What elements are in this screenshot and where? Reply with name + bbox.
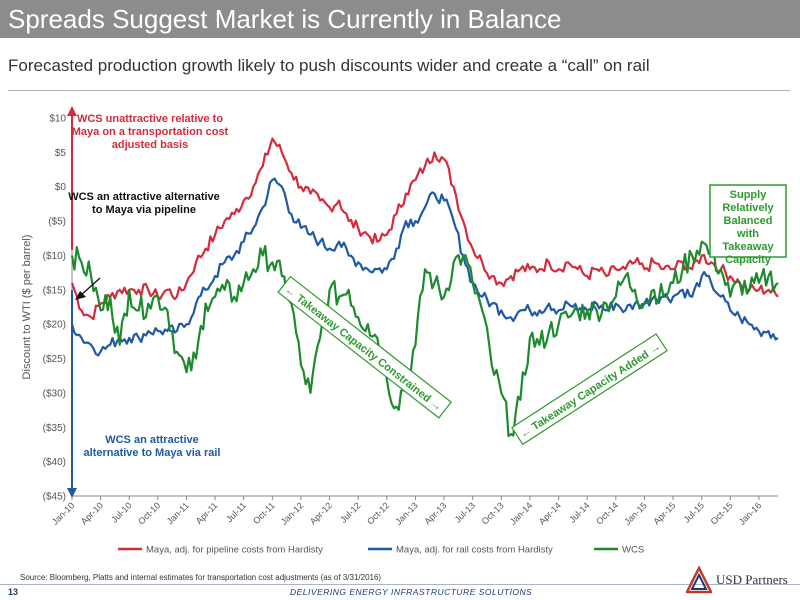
x-tick-label: Jul-13 [453,500,477,524]
black-arrow [79,277,101,297]
red-annotation: WCS unattractive relative to Maya on a tr… [72,113,229,151]
x-tick-label: Jan-10 [50,500,77,527]
y-tick-label: ($5) [48,217,66,228]
x-tick-label: Apr-11 [194,500,220,526]
x-tick-label: Oct-14 [594,500,620,526]
x-tick-label: Apr-10 [79,500,105,526]
y-tick-label: ($30) [43,388,66,399]
y-tick-label: $10 [49,114,66,125]
x-tick-label: Jan-15 [622,500,649,527]
y-axis-label: Discount to WTI ($ per barrel) [21,235,33,380]
added-label-group: ← Takeaway Capacity Added → [511,333,668,446]
x-tick-label: Jul-12 [338,500,362,524]
y-tick-label: ($35) [43,423,66,434]
x-tick-label: Oct-13 [480,500,506,526]
x-tick-label: Jan-16 [737,500,764,527]
x-tick-label: Jul-10 [109,500,133,524]
x-tick-label: Jan-13 [393,500,420,527]
x-tick-label: Oct-12 [365,500,391,526]
page-subtitle: Forecasted production growth likely to p… [8,56,650,75]
constrained-label-group: ← Takeaway Capacity Constrained → [277,275,452,419]
red-arrow-head-icon [67,106,77,116]
pipeline-series-line [70,137,779,321]
x-tick-label: Apr-13 [422,500,448,526]
logo-text: USD Partners [716,572,788,587]
y-tick-label: $0 [55,182,67,193]
added-label-box [511,333,668,446]
source-note: Source: Bloomberg, Platts and internal e… [20,573,382,582]
logo-triangle-icon [684,565,714,594]
blue-arrow-head-icon [67,488,77,498]
footer-divider [0,584,800,585]
company-logo: USD Partners [684,565,796,596]
black-annotation: WCS an attractive alternative to Maya via… [68,191,220,216]
legend-label: Maya, adj. for pipeline costs from Hardi… [146,545,323,556]
x-tick-label: Apr-12 [308,500,334,526]
page-number: 13 [8,587,19,597]
y-tick-label: ($10) [43,251,66,262]
page-title: Spreads Suggest Market is Currently in B… [8,4,562,34]
x-tick-label: Jul-14 [567,500,591,524]
spread-chart: $10 $5 $0 ($5) ($10) ($15) ($20) ($25) ($30) ($35… [21,106,787,556]
added-label: ← Takeaway Capacity Added → [518,341,663,441]
y-tick-label: ($25) [43,354,66,365]
y-tick-label: ($45) [43,492,66,503]
x-tick-label: Apr-15 [651,500,677,526]
y-tick-label: ($40) [43,457,66,468]
rail-series-line [70,177,779,357]
divider [8,90,790,91]
x-tick-label: Jul-11 [224,500,248,524]
wcs-series-line [70,240,779,438]
black-arrow-head-icon [75,291,86,300]
legend-label: Maya, adj. for rail costs from Hardisty [396,545,553,556]
x-tick-label: Jan-11 [165,500,191,526]
y-tick-label: ($15) [43,285,66,296]
constrained-label-box [277,275,452,419]
legend-label: WCS [622,545,644,556]
y-tick-label: ($20) [43,320,66,331]
footer-tagline: DELIVERING ENERGY INFRASTRUCTURE SOLUTIO… [290,587,533,597]
x-tick-label: Jul-15 [682,500,706,524]
blue-annotation: WCS an attractive alternative to Maya via… [84,434,221,459]
title-bar: Spreads Suggest Market is Currently in B… [0,0,800,38]
green-box-text: Supply Relatively Balanced with Takeaway Capa… [722,189,774,266]
x-tick-label: Oct-11 [251,500,277,526]
x-tick-label: Oct-15 [709,500,735,526]
green-box [709,184,787,258]
x-tick-label: Oct-10 [136,500,162,526]
x-tick-label: Jan-14 [508,500,535,527]
x-tick-label: Apr-14 [537,500,563,526]
x-tick-label: Jan-12 [279,500,306,527]
y-tick-label: $5 [55,148,67,159]
